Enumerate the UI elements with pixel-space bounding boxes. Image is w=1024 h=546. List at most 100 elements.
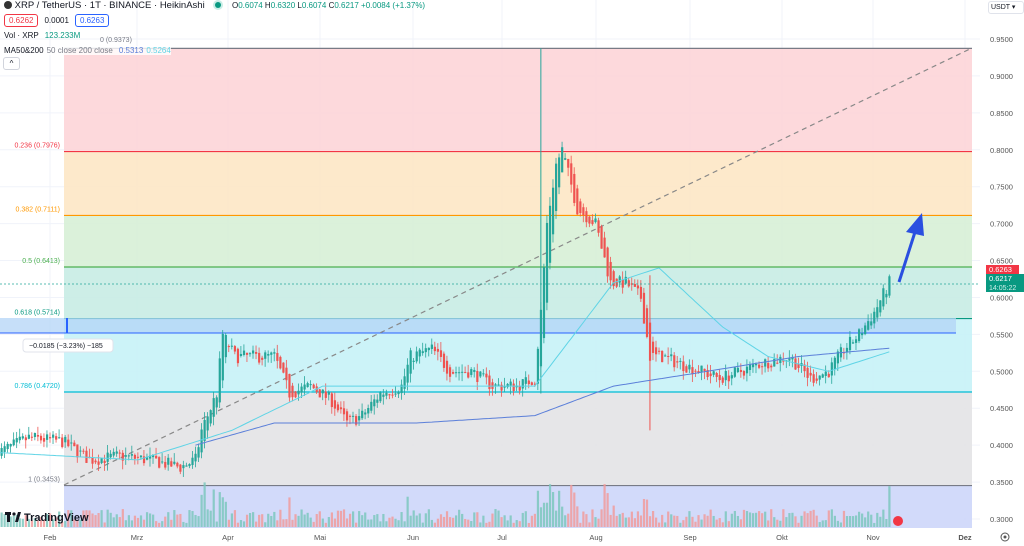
volume-bar bbox=[276, 520, 279, 527]
candle-body bbox=[439, 350, 443, 357]
volume-bar bbox=[845, 516, 849, 527]
arrow-icon[interactable] bbox=[897, 213, 924, 283]
fib-retracement[interactable] bbox=[64, 47, 972, 528]
volume-bar bbox=[21, 518, 24, 527]
volume-bar bbox=[121, 509, 124, 527]
symbol-title[interactable]: XRP / TetherUS · 1T · BINANCE · HeikinAs… bbox=[14, 0, 205, 11]
volume-bar bbox=[176, 514, 179, 527]
volume-bar bbox=[297, 515, 300, 527]
currency-select[interactable]: USDT ▾ bbox=[988, 1, 1024, 14]
fib-zone bbox=[64, 215, 972, 267]
volume-bar bbox=[58, 511, 61, 527]
volume-bar bbox=[106, 509, 109, 527]
price-range-box[interactable] bbox=[0, 318, 956, 333]
volume-bar bbox=[645, 499, 649, 527]
buy-button[interactable]: 0.6263 bbox=[74, 14, 110, 27]
change-value: +0.0084 (+1.37%) bbox=[361, 1, 426, 10]
time-axis[interactable]: Feb Mrz Apr Mai Jun Jul Aug Sep Okt Nov Dez bbox=[44, 533, 972, 542]
candle-body bbox=[300, 386, 303, 393]
volume-bar bbox=[576, 506, 579, 527]
volume-bar bbox=[409, 515, 412, 527]
candle-body bbox=[667, 355, 670, 357]
candle-body bbox=[691, 367, 694, 375]
candle-body bbox=[521, 379, 524, 389]
time-tick: Apr bbox=[222, 533, 234, 542]
volume-bar bbox=[455, 515, 458, 527]
time-tick: Dez bbox=[958, 533, 972, 542]
candle-body bbox=[442, 353, 446, 368]
volume-bar bbox=[430, 519, 433, 527]
candle-body bbox=[279, 356, 282, 369]
trend-line[interactable] bbox=[63, 47, 973, 486]
candle-body bbox=[621, 279, 624, 288]
flag-icon[interactable] bbox=[893, 516, 903, 526]
volume-bar bbox=[227, 519, 230, 527]
volume-bar bbox=[215, 521, 218, 527]
candle-body bbox=[379, 392, 382, 402]
volume-bar bbox=[155, 521, 158, 527]
volume-bar bbox=[306, 512, 309, 527]
candle-body bbox=[564, 158, 567, 160]
svg-text:0.6263: 0.6263 bbox=[989, 265, 1012, 274]
price-axis[interactable]: 0.9500 0.9000 0.8500 0.8000 0.7500 0.7000 0.65… bbox=[990, 35, 1013, 524]
volume-bar bbox=[794, 516, 797, 527]
candle-body bbox=[103, 460, 106, 463]
range-handle[interactable] bbox=[66, 318, 68, 333]
volume-bar bbox=[448, 517, 452, 527]
candle-body bbox=[327, 392, 330, 395]
candle-body bbox=[479, 371, 482, 377]
candle-body bbox=[27, 434, 30, 439]
candle-body bbox=[185, 465, 188, 467]
spread-value: 0.0001 bbox=[44, 16, 69, 25]
volume-bar bbox=[88, 510, 91, 527]
candle-body bbox=[767, 362, 770, 369]
volume-bar bbox=[300, 509, 303, 527]
volume-bar bbox=[470, 521, 473, 527]
volume-bar bbox=[352, 511, 355, 527]
candle-body bbox=[761, 366, 764, 368]
volume-bar bbox=[667, 511, 670, 527]
sell-button[interactable]: 0.6262 bbox=[4, 14, 39, 27]
candle-body bbox=[339, 407, 343, 410]
volume-bar bbox=[733, 510, 736, 527]
candle-body bbox=[261, 357, 264, 360]
candle-body bbox=[458, 372, 461, 374]
volume-bar bbox=[439, 514, 443, 527]
candle-body bbox=[142, 456, 146, 464]
candle-body bbox=[706, 370, 709, 378]
volume-bar bbox=[18, 518, 21, 527]
settings-icon[interactable] bbox=[1000, 532, 1010, 542]
candle-body bbox=[861, 333, 864, 336]
candle-body bbox=[155, 455, 158, 459]
candle-body bbox=[624, 276, 627, 284]
collapse-legend-button[interactable]: ^ bbox=[3, 57, 20, 70]
high-value: 0.6320 bbox=[270, 1, 296, 10]
candle-body bbox=[400, 384, 403, 394]
volume-bar bbox=[676, 515, 679, 527]
volume-bar bbox=[12, 515, 15, 527]
volume-bar bbox=[321, 518, 324, 527]
volume-bar bbox=[403, 521, 406, 527]
volume-bar bbox=[33, 518, 37, 527]
candle-body bbox=[312, 384, 315, 389]
svg-text:TradingView: TradingView bbox=[24, 512, 89, 524]
volume-bar bbox=[224, 501, 227, 527]
volume-bar bbox=[136, 517, 140, 527]
candle-body bbox=[385, 392, 388, 396]
volume-bar bbox=[397, 520, 400, 527]
price-tick: 0.7000 bbox=[990, 220, 1013, 229]
volume-bar bbox=[854, 515, 858, 527]
volume-bar bbox=[709, 509, 712, 527]
candle-body bbox=[394, 393, 397, 395]
volume-bar bbox=[179, 513, 182, 527]
candle-body bbox=[61, 437, 64, 448]
candle-body bbox=[355, 416, 358, 425]
ma50-line bbox=[0, 267, 890, 461]
ma-legend[interactable]: MA50&200 50 close 200 close 0.5313 0.526… bbox=[4, 46, 171, 55]
volume-bar bbox=[573, 492, 576, 527]
volume-legend[interactable]: Vol · XRP 123.233M bbox=[4, 31, 80, 40]
candle-body bbox=[127, 455, 130, 457]
candle-body bbox=[645, 308, 649, 337]
candle-body bbox=[433, 346, 437, 352]
